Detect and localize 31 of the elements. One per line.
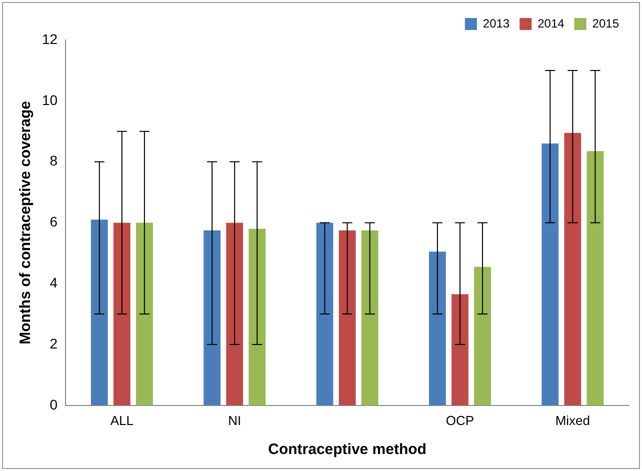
bar <box>90 220 108 406</box>
x-tick-label: Mixed <box>555 412 590 428</box>
y-tick-label: 6 <box>50 214 58 230</box>
bar <box>136 222 153 406</box>
y-tick-label: 4 <box>50 274 58 290</box>
bar <box>204 230 221 406</box>
bar <box>542 144 559 406</box>
legend-label: 2015 <box>592 16 620 30</box>
bar <box>586 151 604 406</box>
x-tick-label: OCP <box>446 412 474 428</box>
x-tick-label: ALL <box>110 412 134 428</box>
legend-label: 2013 <box>482 16 510 30</box>
bar <box>338 230 356 406</box>
y-tick-label: 10 <box>42 92 58 108</box>
bar <box>361 230 378 406</box>
y-tick-label: 2 <box>50 335 58 352</box>
y-axis-title: Months of contraceptive coverage <box>17 100 34 344</box>
bar <box>316 222 334 406</box>
bar <box>428 252 446 406</box>
legend-label: 2014 <box>538 16 565 30</box>
bar <box>226 222 244 406</box>
bar <box>474 266 491 406</box>
y-tick-label: 12 <box>42 30 58 47</box>
bar <box>248 228 266 406</box>
x-axis-title: Contraceptive method <box>268 441 426 458</box>
y-tick-label: 8 <box>50 152 58 169</box>
bar <box>564 132 582 406</box>
y-tick-label: 0 <box>50 396 58 412</box>
x-tick-label: NI <box>228 412 242 428</box>
bar <box>113 222 130 406</box>
bar <box>452 294 468 406</box>
